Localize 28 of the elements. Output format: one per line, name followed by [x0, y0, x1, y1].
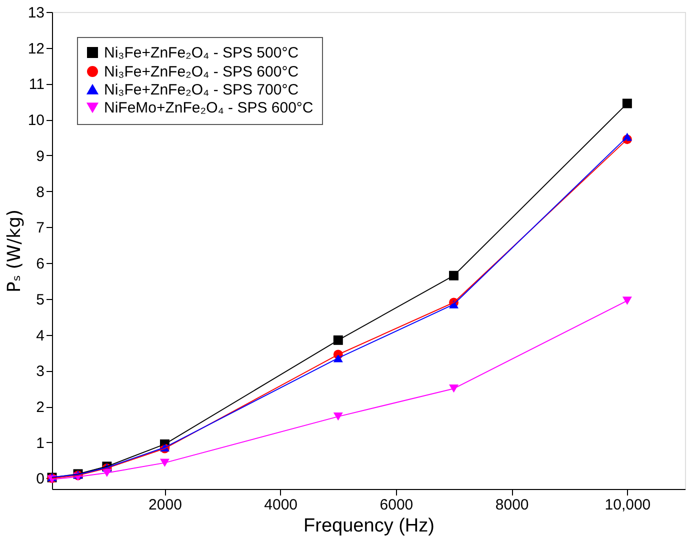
x-tick-label: 4000	[264, 496, 298, 514]
legend-label: Ni₃Fe+ZnFe₂O₄ - SPS 700°C	[104, 82, 299, 98]
y-tick-label: 7	[36, 220, 44, 237]
y-tick-label: 3	[36, 363, 44, 380]
x-axis-title: Frequency (Hz)	[304, 516, 434, 536]
y-tick-label: 5	[36, 291, 44, 308]
legend-label: NiFeMo+ZnFe₂O₄ - SPS 600°C	[104, 100, 314, 116]
y-tick-label: 8	[36, 184, 44, 201]
y-tick-label: 9	[36, 148, 44, 165]
point	[160, 458, 170, 467]
y-tick-label: 6	[36, 256, 44, 273]
y-tick-label: 1	[36, 434, 44, 452]
x-tick-label: 10,000	[604, 496, 651, 514]
y-tick-label: 11	[28, 76, 44, 94]
y-tick-label: 4	[36, 327, 44, 344]
y-tick-label: 0	[36, 470, 44, 488]
y-tick-label: 13	[28, 4, 44, 22]
point	[622, 98, 632, 108]
y-axis-title: Pₛ (W/kg)	[4, 209, 25, 293]
y-tick-label: 2	[36, 399, 44, 416]
x-tick-label: 8000	[495, 496, 529, 514]
legend-label: Ni₃Fe+ZnFe₂O₄ - SPS 500°C	[104, 44, 299, 62]
point	[622, 296, 632, 305]
y-tick-label: 10	[28, 112, 44, 130]
x-tick-label: 6000	[380, 496, 414, 514]
legend-label: Ni₃Fe+ZnFe₂O₄ - SPS 600°C	[104, 64, 299, 80]
y-tick-label: 12	[28, 40, 44, 58]
x-tick-label: 2000	[148, 496, 182, 514]
